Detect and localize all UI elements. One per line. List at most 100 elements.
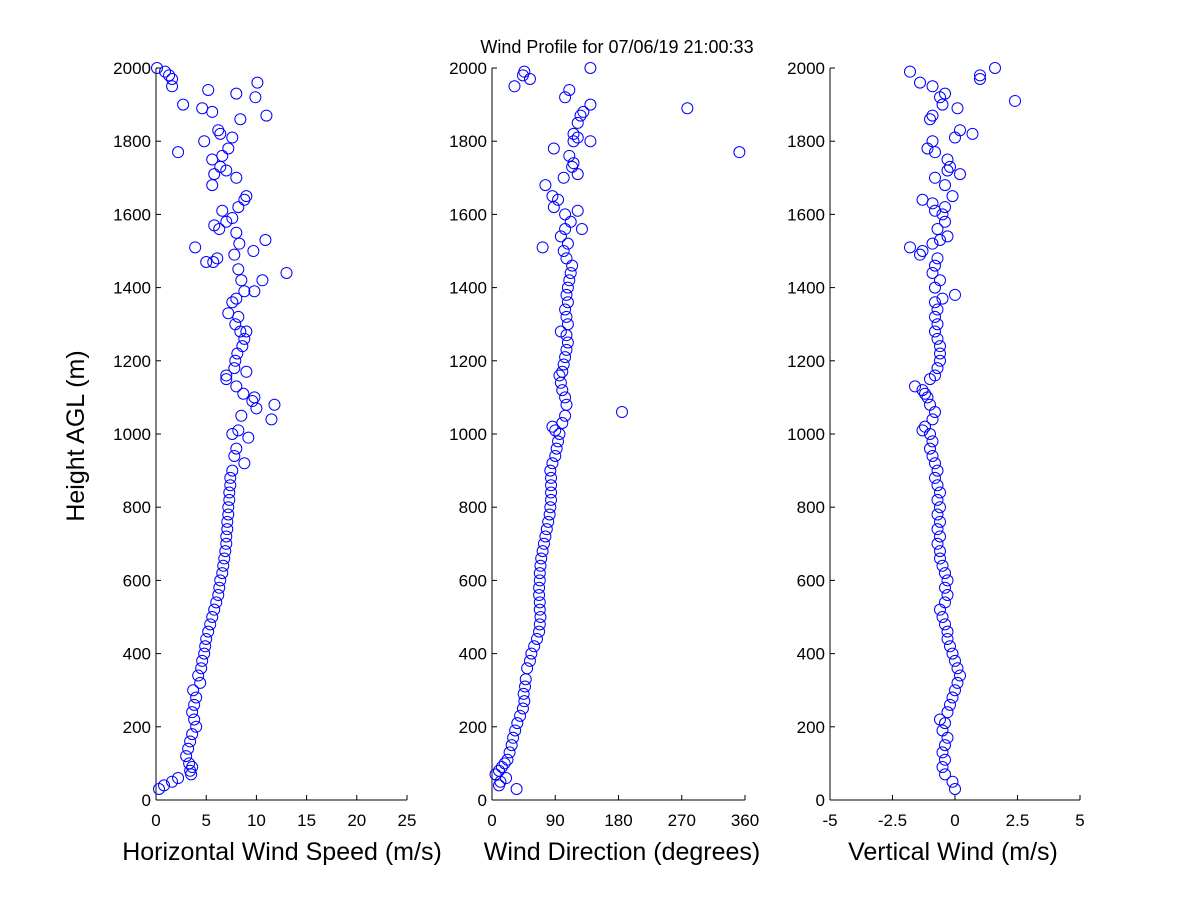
wdir-data-point xyxy=(563,149,576,162)
vwind-data-point xyxy=(946,775,959,788)
wdir-data-point xyxy=(521,662,534,675)
wdir-data-point xyxy=(540,523,553,536)
vwind-data-point xyxy=(926,449,939,462)
wdir-x-axis-label: Wind Direction (degrees) xyxy=(484,838,761,866)
hws-data-point xyxy=(228,362,241,375)
hws-data-point xyxy=(260,109,273,122)
hws-data-point xyxy=(216,149,229,162)
panel-vertical-wind: 0 200 400 600 800 1000 1200 1400 1600 1800 2000 -5 -… xyxy=(787,59,1085,866)
hws-data-point xyxy=(190,720,203,733)
wdir-data-point xyxy=(530,632,543,645)
wdir-data-point xyxy=(525,647,538,660)
wdir-data-point xyxy=(507,731,520,744)
vwind-data-point xyxy=(941,574,954,587)
vwind-data-point xyxy=(926,135,939,148)
wdir-data-point xyxy=(514,709,527,722)
hws-data-point xyxy=(222,508,235,521)
hws-data-point xyxy=(202,83,215,96)
wdir-data-point xyxy=(553,369,566,382)
hws-data-point xyxy=(163,69,176,82)
hws-data-point xyxy=(196,102,209,115)
vwind-x-tick-label: 0 xyxy=(950,811,959,830)
wdir-data-point xyxy=(533,581,546,594)
hws-data-point xyxy=(190,691,203,704)
vwind-data-point xyxy=(931,537,944,550)
hws-data-point xyxy=(218,552,231,565)
wdir-data-point xyxy=(523,72,536,85)
wdir-y-tick-label: 600 xyxy=(459,571,487,590)
hws-data-point xyxy=(235,409,248,422)
hws-data-point xyxy=(238,285,251,298)
vwind-data-point xyxy=(941,632,954,645)
vwind-data-point xyxy=(946,691,959,704)
hws-data-point xyxy=(220,537,233,550)
wdir-x-tick-label: 180 xyxy=(604,811,632,830)
wdir-x-tick-label: 270 xyxy=(668,811,696,830)
vwind-data-point xyxy=(926,413,939,426)
wdir-data-point xyxy=(561,281,574,294)
vwind-data-point xyxy=(939,739,951,752)
hws-data-point xyxy=(206,611,219,623)
wdir-y-tick-label: 1000 xyxy=(449,425,487,444)
hws-data-point xyxy=(226,428,239,440)
hws-data-point xyxy=(248,391,261,404)
wdir-data-point xyxy=(533,589,546,602)
vwind-data-point xyxy=(934,713,946,726)
wdir-y-tick-label: 1400 xyxy=(449,279,487,298)
wdir-data-point xyxy=(543,508,556,521)
vwind-data-point xyxy=(934,515,946,528)
wdir-data-point xyxy=(545,471,558,484)
hws-data-point xyxy=(222,501,235,514)
hws-data-point xyxy=(230,380,243,393)
hws-data-point xyxy=(177,98,190,111)
hws-data-point xyxy=(214,574,227,587)
vwind-data-point xyxy=(926,237,939,250)
vwind-data-point xyxy=(989,62,1001,74)
vwind-data-point xyxy=(914,248,926,261)
vwind-data-point xyxy=(936,208,949,221)
vwind-data-point xyxy=(939,567,951,580)
vwind-data-point xyxy=(931,464,944,477)
vwind-data-point xyxy=(929,146,941,159)
hws-data-point xyxy=(220,373,233,386)
wdir-data-point xyxy=(528,640,541,653)
hws-data-point xyxy=(230,226,243,239)
wdir-y-tick-label: 1200 xyxy=(449,352,487,371)
hws-data-point xyxy=(158,779,171,792)
wdir-data-point xyxy=(533,625,546,638)
panel-horizontal-wind-speed: 0 200 400 600 800 1000 1200 1400 1600 1800 2000 0 5 1… xyxy=(62,59,442,866)
hws-data-point xyxy=(172,772,185,785)
vwind-data-point xyxy=(931,508,944,521)
vwind-data-point xyxy=(951,676,964,689)
hws-data-point xyxy=(216,204,229,217)
hws-data-point xyxy=(232,201,245,214)
vwind-data-point xyxy=(954,124,966,137)
hws-data-point xyxy=(216,567,229,580)
figure-title: Wind Profile for 07/06/19 21:00:33 xyxy=(480,37,753,57)
hws-x-tick-label: 25 xyxy=(398,811,417,830)
hws-data-point xyxy=(226,296,239,309)
vwind-y-tick-label: 1800 xyxy=(787,132,825,151)
hws-data-point xyxy=(247,245,260,257)
hws-data-point xyxy=(224,479,237,492)
vwind-data-point xyxy=(904,65,916,78)
wdir-data-point xyxy=(539,179,552,192)
hws-y-tick-label: 0 xyxy=(142,791,151,810)
hws-data-point xyxy=(248,285,261,298)
vwind-data-point xyxy=(934,545,946,558)
hws-data-point xyxy=(206,179,219,192)
hws-data-point xyxy=(280,266,293,279)
wdir-data-point xyxy=(556,384,569,397)
hws-data-point xyxy=(222,142,235,155)
hws-data-point xyxy=(232,263,245,276)
vwind-data-point xyxy=(954,168,966,181)
vwind-data-point xyxy=(946,647,959,660)
vwind-data-point xyxy=(949,654,961,667)
wdir-data-point xyxy=(500,772,513,785)
hws-data-point xyxy=(180,750,193,763)
vwind-data-point xyxy=(934,486,946,499)
vwind-data-point xyxy=(919,387,931,400)
vwind-data-point xyxy=(941,153,954,166)
vwind-data-point xyxy=(929,259,941,272)
wdir-data-point xyxy=(616,406,629,419)
